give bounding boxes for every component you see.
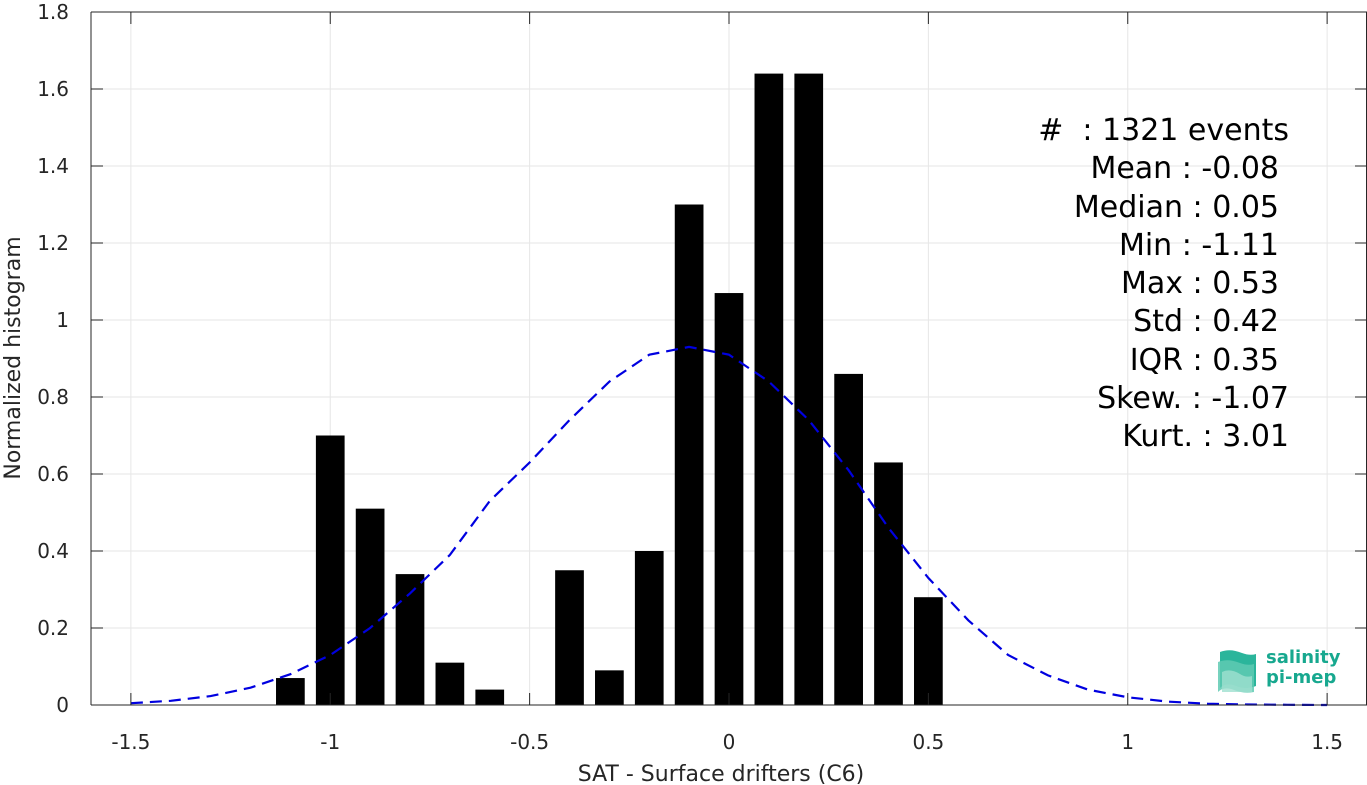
histogram-bar xyxy=(475,689,505,705)
histogram-bar xyxy=(914,597,943,705)
x-tick-label: 0 xyxy=(723,730,736,754)
x-axis-label: SAT - Surface drifters (C6) xyxy=(578,762,865,785)
x-tick-label: 1 xyxy=(1121,730,1134,754)
y-tick-label: 1 xyxy=(56,308,69,332)
stat-iqr: IQR : 0.35 xyxy=(1129,342,1279,378)
gaussian-fit-curve xyxy=(130,345,1328,707)
histogram-bar xyxy=(634,551,664,705)
stat-skew: Skew. : -1.07 xyxy=(1097,381,1289,417)
histogram-bars xyxy=(276,73,943,706)
histogram-bar xyxy=(276,678,305,705)
y-tick-label: 1.4 xyxy=(37,154,69,178)
histogram-bar xyxy=(595,670,624,705)
y-tick-label: 1.8 xyxy=(37,0,69,24)
histogram-bar xyxy=(395,574,425,705)
x-tick-label: 1.5 xyxy=(1311,730,1343,754)
histogram-bar xyxy=(714,293,744,705)
logo-text-salinity: salinity xyxy=(1266,647,1341,668)
logo-wave-icon xyxy=(1218,650,1256,693)
y-tick-label: 0 xyxy=(56,693,69,717)
stat-median: Median : 0.05 xyxy=(1073,189,1279,225)
histogram-bar xyxy=(435,662,465,705)
histogram-bar xyxy=(555,570,584,705)
stat-max: Max : 0.53 xyxy=(1121,266,1279,302)
y-tick-labels: 0 0.2 0.4 0.6 0.8 1 1.2 1.4 1.6 1.8 xyxy=(37,0,69,717)
x-tick-label: 0.5 xyxy=(912,730,944,754)
histogram-bar xyxy=(834,373,863,705)
x-tick-label: -1.5 xyxy=(111,730,150,754)
histogram-bar xyxy=(794,73,824,706)
salinity-pi-mep-logo: salinity pi-mep xyxy=(1216,648,1346,694)
x-tick-label: -1 xyxy=(320,730,340,754)
y-tick-label: 0.4 xyxy=(37,539,69,563)
x-tick-labels: -1.5 -1 -0.5 0 0.5 1 1.5 xyxy=(111,730,1343,754)
x-tick-label: -0.5 xyxy=(510,730,549,754)
y-axis-label: Normalized histogram xyxy=(1,236,26,479)
stat-kurt: Kurt. : 3.01 xyxy=(1122,419,1289,455)
histogram-bar xyxy=(355,508,385,705)
logo-text-pi-mep: pi-mep xyxy=(1266,667,1337,688)
statistics-box: # : 1321 events Mean : -0.08 Median : 0.… xyxy=(1038,112,1289,457)
y-tick-label: 1.2 xyxy=(37,231,69,255)
histogram-bar xyxy=(754,73,784,706)
stat-std: Std : 0.42 xyxy=(1133,304,1279,340)
histogram-bar xyxy=(674,204,704,705)
y-tick-label: 0.8 xyxy=(37,385,69,409)
y-tick-label: 0.6 xyxy=(37,462,69,486)
y-tick-label: 0.2 xyxy=(37,616,69,640)
y-tick-label: 1.6 xyxy=(37,77,69,101)
stat-mean: Mean : -0.08 xyxy=(1090,151,1279,187)
histogram-bar xyxy=(874,462,903,705)
histogram-bar xyxy=(315,435,345,705)
stat-min: Min : -1.11 xyxy=(1118,227,1279,263)
stat-count: # : 1321 events xyxy=(1038,113,1289,148)
